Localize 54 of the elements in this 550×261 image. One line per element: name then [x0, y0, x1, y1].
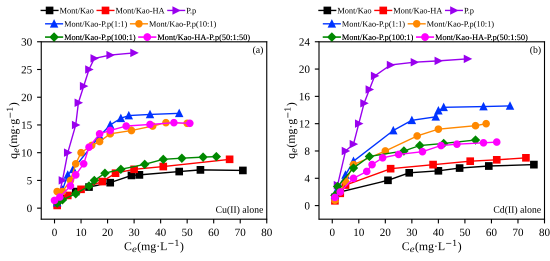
legend-label: Mont/Kao-HA-P.p(50:1:50) — [158, 34, 250, 42]
x-tick-label: 20 — [380, 228, 390, 236]
y-tick-label: 20 — [299, 66, 310, 74]
y-tick-label: 12 — [300, 120, 310, 128]
x-tick-label: 30 — [406, 228, 417, 236]
legend-label: Mont/Kao-HA — [116, 8, 165, 14]
x-axis-title: C$_{e}$(mg·L$^{−1}$) — [124, 240, 184, 253]
y-tick-label: 16 — [300, 92, 310, 100]
legend-label: Mont/Kao-P.p(10:1) — [426, 20, 494, 28]
y-axis-title: q$_{e}$(mg·g$^{−1}$) — [6, 102, 20, 158]
y-tick-label: 30 — [22, 38, 32, 46]
legend-label: Mont/Kao — [338, 8, 372, 14]
annotation: Cu(II) alone — [216, 206, 264, 215]
x-tick-label: 40 — [155, 228, 166, 236]
y-tick-label: 4 — [304, 174, 310, 182]
annotation: (b) — [530, 46, 541, 56]
legend-label: Mont/Kao-HA-P.p(50:1:50) — [435, 34, 528, 42]
x-tick-label: 30 — [129, 228, 140, 236]
x-tick-label: 40 — [433, 228, 444, 236]
x-tick-label: 80 — [262, 228, 272, 236]
y-tick-label: 24 — [299, 38, 310, 46]
y-tick-label: 25 — [22, 66, 32, 74]
legend-label: Mont/Kao-P.p(100:1) — [342, 34, 413, 42]
x-tick-label: 20 — [102, 228, 113, 236]
legend-label: Mont/Kao-P.p(10:1) — [149, 20, 216, 28]
y-tick-label: 20 — [22, 94, 32, 102]
legend-label: Mont/Kao-HA — [393, 8, 442, 14]
x-tick-label: 10 — [76, 228, 86, 236]
x-tick-label: 50 — [182, 228, 192, 236]
annotation: Cd(II) alone — [494, 206, 541, 215]
legend-label: Mont/Kao-P.p(1:1) — [64, 20, 127, 28]
y-tick-label: 10 — [22, 149, 32, 157]
annotation: (a) — [253, 46, 263, 56]
y-tick-label: 0 — [304, 202, 310, 210]
legend-label: Mont/Kao-P.p(100:1) — [64, 34, 136, 42]
y-tick-label: 15 — [22, 121, 32, 129]
x-tick-label: 70 — [235, 228, 246, 236]
x-tick-label: 70 — [513, 228, 524, 236]
legend-label: Mont/Kao — [60, 8, 94, 14]
x-tick-label: 60 — [208, 228, 219, 236]
y-tick-label: 0 — [27, 204, 32, 212]
x-tick-label: 60 — [486, 228, 497, 236]
x-tick-label: 80 — [539, 228, 550, 236]
legend-label: P.p — [464, 8, 474, 16]
y-axis-title: q$_{e}$(mg·g$^{−1}$) — [284, 102, 298, 158]
legend-label: P.p — [186, 8, 196, 16]
x-tick-label: 50 — [460, 228, 470, 236]
x-axis-title: C$_{e}$(mg·L$^{−1}$) — [402, 240, 462, 253]
legend-label: Mont/Kao-P.p(1:1) — [342, 20, 405, 28]
y-tick-label: 8 — [304, 147, 310, 155]
x-tick-label: 0 — [330, 228, 335, 236]
x-tick-label: 0 — [52, 228, 57, 236]
x-tick-label: 10 — [354, 228, 364, 236]
y-tick-label: 5 — [27, 176, 32, 184]
